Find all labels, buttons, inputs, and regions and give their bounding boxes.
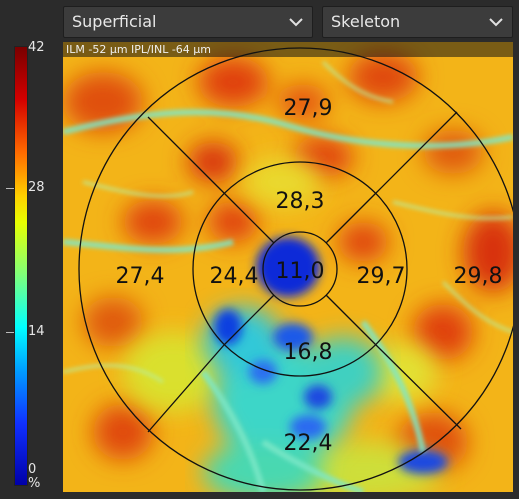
chevron-down-icon — [288, 7, 304, 37]
sector-inner-top-value: 28,3 — [276, 189, 325, 214]
scale-unit-label: % — [28, 476, 41, 491]
sector-outer-top-value: 27,9 — [284, 96, 333, 121]
layer-depth-banner: ILM -52 µm IPL/INL -64 µm — [63, 42, 513, 57]
scale-min-label: 0 — [28, 462, 37, 477]
scale-tick — [6, 332, 14, 333]
chevron-down-icon — [488, 7, 504, 37]
color-scale-bar — [14, 46, 28, 486]
sector-inner-right-value: 29,7 — [357, 264, 406, 289]
display-mode-dropdown[interactable]: Skeleton — [322, 6, 513, 38]
slab-dropdown-value: Superficial — [72, 12, 157, 31]
slab-dropdown[interactable]: Superficial — [63, 6, 313, 38]
sector-outer-right-value: 29,8 — [454, 264, 503, 289]
density-map[interactable]: 11,0 28,3 24,4 29,7 16,8 27,9 27,4 29,8 … — [63, 42, 513, 492]
scale-mid-high-label: 28 — [28, 180, 45, 195]
sector-inner-left-value: 24,4 — [210, 264, 259, 289]
scale-max-label: 42 — [28, 40, 45, 55]
scale-mid-low-label: 14 — [28, 324, 45, 339]
sector-inner-bottom-value: 16,8 — [284, 340, 333, 365]
display-mode-dropdown-value: Skeleton — [331, 12, 401, 31]
sector-outer-left-value: 27,4 — [116, 264, 165, 289]
sector-outer-bottom-value: 22,4 — [284, 431, 333, 456]
sector-center-value: 11,0 — [276, 259, 325, 284]
scale-tick — [6, 188, 14, 189]
density-heatmap — [63, 42, 513, 492]
